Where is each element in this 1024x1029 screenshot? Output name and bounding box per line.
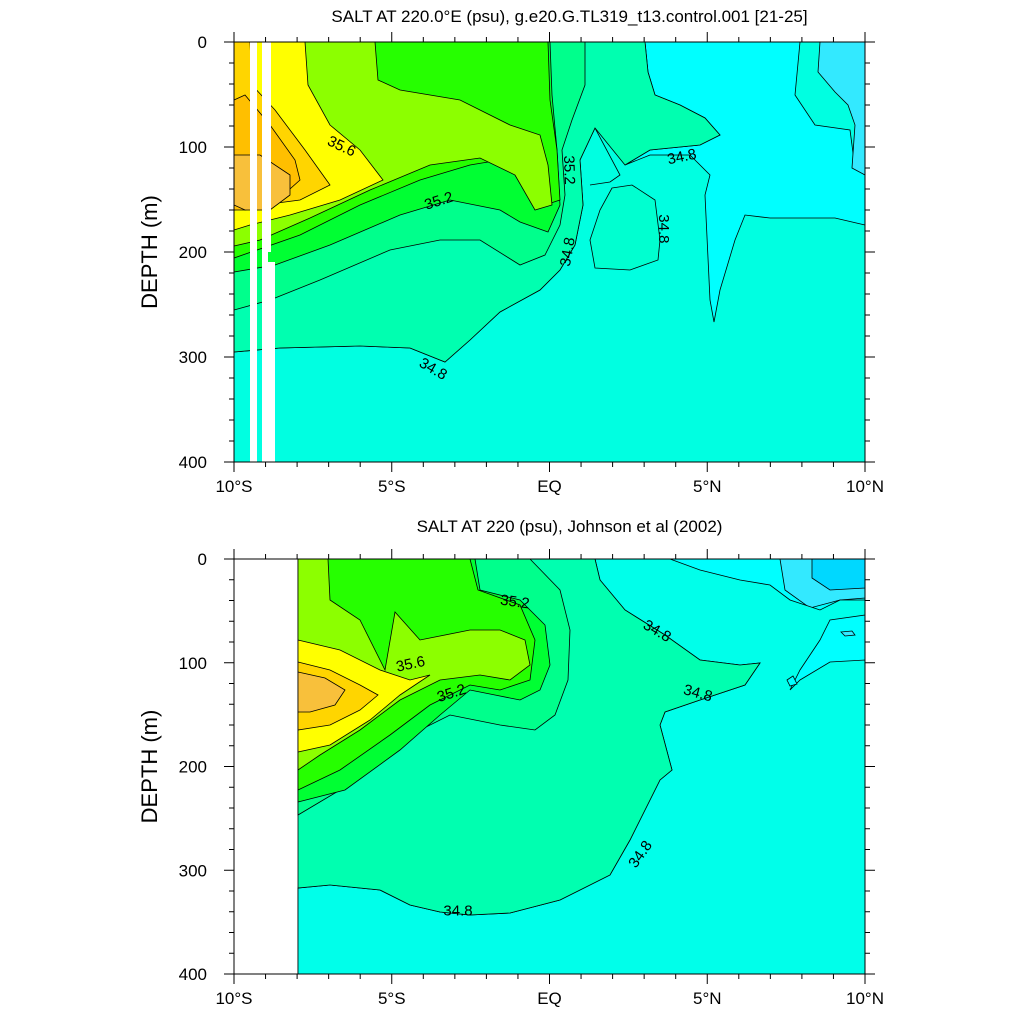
missing-data-strip [268, 262, 275, 462]
contour-label: 34.8 [682, 681, 715, 705]
x-tick-label: EQ [537, 477, 562, 496]
panel-model: 35.635.235.2 34.834.834.834.8 [233, 41, 866, 462]
y-tick-label: 100 [179, 138, 207, 157]
y-tick-label: 0 [198, 33, 207, 52]
y-axis-label: DEPTH (m) [137, 710, 162, 824]
chart-title: SALT AT 220.0°E (psu), g.e20.G.TL319_t13… [331, 7, 807, 26]
x-tick-label: 5°N [693, 477, 722, 496]
y-tick-label: 300 [179, 861, 207, 880]
missing-data-strip [262, 42, 268, 462]
y-tick-label: 200 [179, 758, 207, 777]
x-tick-label: EQ [537, 989, 562, 1008]
filled-contours [233, 41, 866, 462]
x-tick-label: 5°S [378, 989, 406, 1008]
y-tick-label: 200 [179, 243, 207, 262]
missing-data-strip [250, 42, 257, 462]
x-tick-label: 10°S [215, 989, 252, 1008]
contour-fill-bit [786, 675, 798, 687]
contour-label: 34.8 [666, 146, 698, 169]
x-tick-label: 10°N [846, 477, 884, 496]
filled-contours [297, 558, 866, 975]
x-tick-label: 5°S [378, 477, 406, 496]
y-tick-label: 400 [179, 453, 207, 472]
panel-observed: 35.235.635.234.834.834.834.8 [297, 558, 866, 975]
contour-fill-bit [840, 630, 856, 637]
x-tick-label: 10°N [846, 989, 884, 1008]
y-tick-label: 400 [179, 965, 207, 984]
y-tick-label: 0 [198, 550, 207, 569]
contour-label: 35.2 [560, 155, 578, 185]
contour-fill-blob [589, 184, 661, 271]
contour-label: 35.2 [499, 592, 530, 613]
contour-label: 35.6 [395, 653, 427, 676]
contour-label: 34.8 [655, 214, 672, 243]
contour-fill-core [297, 671, 346, 713]
contour-label: 34.8 [557, 236, 579, 268]
axes-layer: SALT AT 220.0°E (psu), g.e20.G.TL319_t13… [137, 7, 884, 1008]
y-axis-label: DEPTH (m) [137, 195, 162, 309]
y-tick-label: 300 [179, 348, 207, 367]
contour-label: 34.8 [443, 903, 472, 920]
chart-title: SALT AT 220 (psu), Johnson et al (2002) [417, 517, 723, 536]
x-tick-label: 10°S [215, 477, 252, 496]
x-tick-label: 5°N [693, 989, 722, 1008]
missing-data-strip [268, 42, 271, 252]
y-tick-label: 100 [179, 654, 207, 673]
